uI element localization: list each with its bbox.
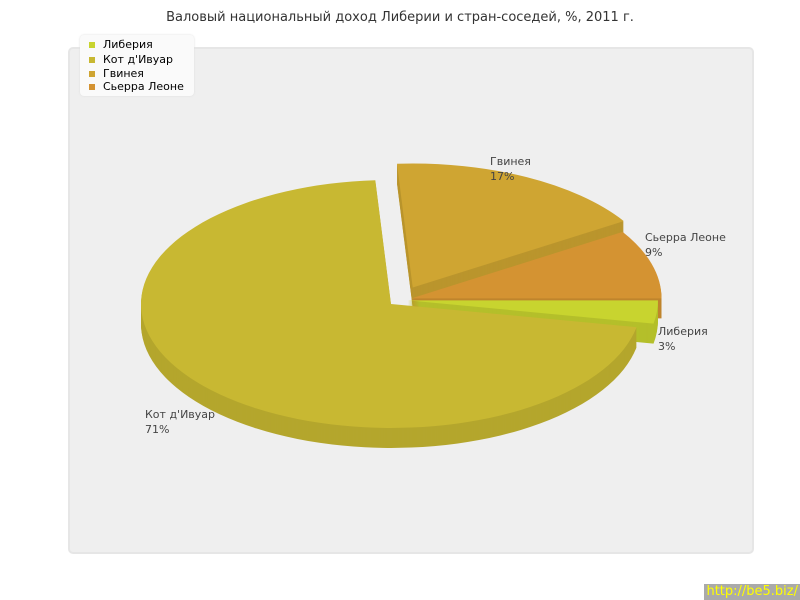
legend-swatch (89, 41, 95, 48)
watermark[interactable]: http://be5.biz/ (704, 584, 800, 600)
data-label: Сьерра Леоне 9% (645, 231, 726, 259)
legend-swatch (89, 70, 95, 77)
legend-item[interactable]: Гвинея (80, 67, 194, 80)
pie-slice-3[interactable] (411, 231, 662, 299)
legend-item[interactable]: Либерия (80, 37, 194, 52)
legend-swatch (89, 56, 95, 63)
legend-item[interactable]: Сьерра Леоне (80, 80, 194, 93)
legend-item[interactable]: Кот д'Ивуар (80, 52, 194, 67)
data-label: Гвинея 17% (490, 155, 531, 183)
pie-slice-1[interactable] (140, 180, 637, 428)
data-label: Кот д'Ивуар 71% (145, 408, 216, 436)
pie-slice-2[interactable] (397, 163, 624, 288)
legend-label: Либерия (103, 38, 153, 51)
data-label: Либерия 3% (658, 325, 708, 353)
legend-label: Гвинея (103, 67, 144, 80)
chart-title: Валовый национальный доход Либерии и стр… (166, 10, 634, 25)
pie-slice-0[interactable] (407, 300, 658, 324)
legend-label: Кот д'Ивуар (103, 53, 174, 66)
legend-label: Сьерра Леоне (103, 80, 184, 93)
legend-swatch (89, 83, 95, 90)
legend: Либерия Кот д'Ивуар Гвинея Сьерра Леоне (80, 35, 194, 96)
